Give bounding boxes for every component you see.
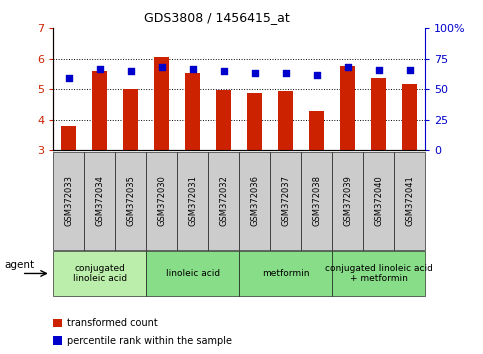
Bar [185,73,200,150]
Text: GSM372034: GSM372034 [95,176,104,226]
Bar [154,57,170,150]
Bar [278,91,293,150]
Text: GSM372040: GSM372040 [374,176,383,226]
Point [96,66,103,72]
Bar [402,84,417,150]
Text: GDS3808 / 1456415_at: GDS3808 / 1456415_at [144,11,290,24]
Point [158,64,166,70]
Text: GSM372031: GSM372031 [188,176,197,226]
Text: GSM372041: GSM372041 [405,176,414,226]
Text: GSM372032: GSM372032 [219,176,228,226]
Text: transformed count: transformed count [67,318,157,328]
Point [313,72,320,78]
Bar [123,89,138,150]
Point [375,68,383,73]
Point [344,64,352,70]
Point [220,68,227,74]
Bar [92,71,107,150]
Bar [340,65,355,150]
Point [282,70,289,75]
Text: GSM372037: GSM372037 [281,175,290,227]
Bar [247,93,262,150]
Text: GSM372030: GSM372030 [157,176,166,226]
Text: GSM372036: GSM372036 [250,175,259,227]
Text: GSM372033: GSM372033 [64,175,73,227]
Text: GSM372038: GSM372038 [312,175,321,227]
Point [406,68,413,73]
Text: agent: agent [5,259,35,270]
Bar [309,112,324,150]
Bar [371,78,386,150]
Text: GSM372039: GSM372039 [343,176,352,226]
Text: percentile rank within the sample: percentile rank within the sample [67,336,232,346]
Point [251,70,258,75]
Text: conjugated
linoleic acid: conjugated linoleic acid [72,264,127,283]
Point [127,68,134,74]
Bar [216,90,231,150]
Text: conjugated linoleic acid
+ metformin: conjugated linoleic acid + metformin [325,264,432,283]
Text: metformin: metformin [262,269,309,278]
Bar [61,126,76,150]
Point [189,66,197,72]
Text: GSM372035: GSM372035 [126,176,135,226]
Point [65,75,72,81]
Text: linoleic acid: linoleic acid [166,269,220,278]
